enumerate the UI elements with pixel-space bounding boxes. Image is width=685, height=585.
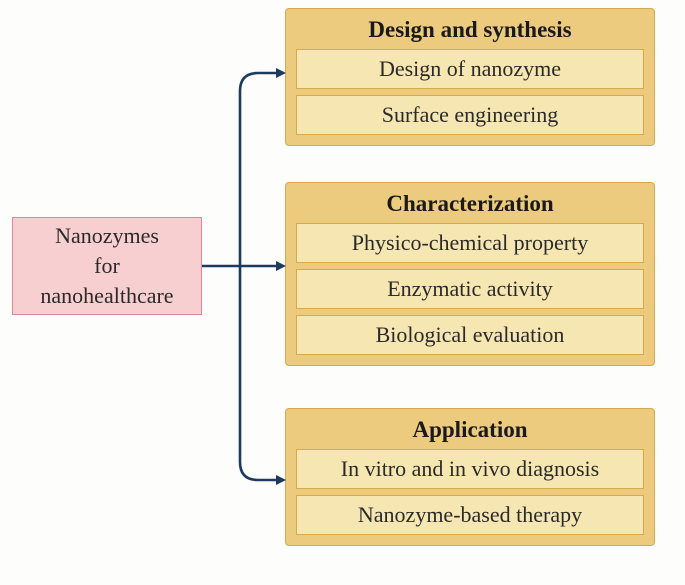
group-title: Characterization <box>296 191 644 217</box>
group-title: Application <box>296 417 644 443</box>
group-item: Surface engineering <box>296 95 644 135</box>
group-item: Nanozyme-based therapy <box>296 495 644 535</box>
root-node: Nanozymesfornanohealthcare <box>12 217 202 315</box>
group-box: Design and synthesis Design of nanozyme Su… <box>285 8 655 146</box>
group-item: Enzymatic activity <box>296 269 644 309</box>
group-item: Physico-chemical property <box>296 223 644 263</box>
group-box: Application In vitro and in vivo diagnosi… <box>285 408 655 546</box>
group-item: In vitro and in vivo diagnosis <box>296 449 644 489</box>
group-item: Biological evaluation <box>296 315 644 355</box>
root-label: Nanozymesfornanohealthcare <box>40 221 173 310</box>
group-title: Design and synthesis <box>296 17 644 43</box>
group-box: Characterization Physico-chemical propert… <box>285 182 655 366</box>
group-item: Design of nanozyme <box>296 49 644 89</box>
